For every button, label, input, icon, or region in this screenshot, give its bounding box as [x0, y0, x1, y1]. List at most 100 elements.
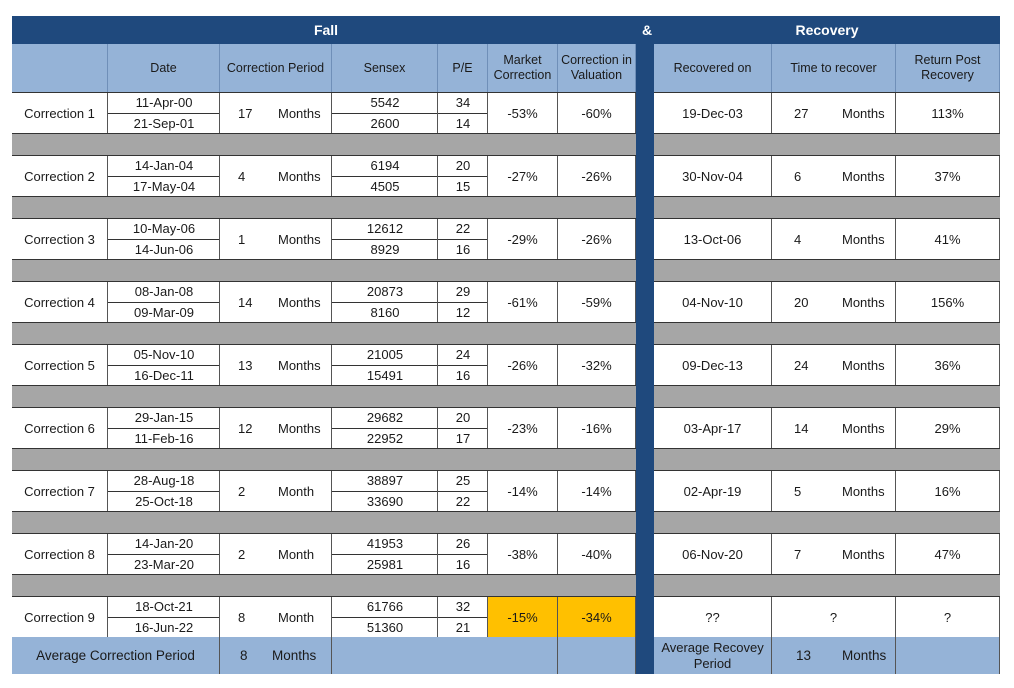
period-cell: 8 Month	[220, 596, 332, 638]
date-start: 18-Oct-21	[135, 599, 193, 614]
col-header-valuation-correction: Correction in Valuation	[558, 44, 636, 92]
row-top-border	[12, 281, 1000, 282]
time-unit: Months	[842, 168, 885, 184]
col-header-blank	[12, 44, 108, 92]
date-divider	[108, 113, 219, 114]
row-separator	[12, 575, 1000, 596]
sensex-end: 25981	[366, 557, 404, 572]
date-divider	[108, 365, 219, 366]
row-separator	[12, 512, 1000, 533]
title-bar	[12, 16, 1000, 44]
date-start: 14-Jan-04	[134, 158, 194, 173]
avg-recovery-number: 13	[796, 648, 812, 663]
time-number: 24	[794, 357, 809, 373]
time-unit: Months	[842, 105, 885, 121]
avg-correction-label: Average Correction Period	[12, 637, 220, 674]
date-divider	[108, 428, 219, 429]
market-correction-cell: -27%	[488, 155, 558, 197]
sensex-divider	[332, 491, 437, 492]
pe-divider	[438, 302, 487, 303]
date-end: 16-Jun-22	[134, 620, 194, 635]
time-to-recover-cell: 6 Months	[772, 155, 896, 197]
return-post-recovery-cell: 156%	[896, 281, 1000, 323]
period-cell: 17 Months	[220, 92, 332, 134]
period-number: 1	[238, 231, 246, 247]
col-header-correction-period: Correction Period	[220, 44, 332, 92]
sensex-divider	[332, 617, 437, 618]
col-header-market-correction: Market Correction	[488, 44, 558, 92]
period-cell: 4 Months	[220, 155, 332, 197]
pe-start: 29	[455, 284, 471, 299]
pe-end: 14	[455, 116, 471, 131]
return-post-recovery-cell: 29%	[896, 407, 1000, 449]
time-to-recover-cell: 5 Months	[772, 470, 896, 512]
period-number: 12	[238, 420, 253, 436]
sensex-end: 4505	[370, 179, 400, 194]
date-divider	[108, 302, 219, 303]
fall-title: Fall	[313, 21, 339, 38]
time-number: 27	[794, 105, 809, 121]
sensex-divider	[332, 239, 437, 240]
time-to-recover-cell: 7 Months	[772, 533, 896, 575]
row-bottom-border	[12, 259, 1000, 260]
sensex-start: 41953	[366, 536, 404, 551]
row-label: Correction 5	[12, 344, 108, 386]
period-cell: 12 Months	[220, 407, 332, 449]
col-header-time-to-recover: Time to recover	[772, 44, 896, 92]
period-number: 2	[238, 483, 246, 499]
time-unit: Months	[842, 546, 885, 562]
row-bottom-border	[12, 133, 1000, 134]
time-to-recover-cell: 4 Months	[772, 218, 896, 260]
period-number: 2	[238, 546, 246, 562]
date-start: 11-Apr-00	[135, 95, 193, 110]
time-unit: Months	[842, 483, 885, 499]
valuation-correction-cell: -34%	[558, 596, 636, 638]
sensex-end: 51360	[366, 620, 404, 635]
market-correction-cell: -61%	[488, 281, 558, 323]
time-to-recover-cell: ?	[772, 596, 896, 638]
pe-start: 34	[455, 95, 471, 110]
pe-divider	[438, 239, 487, 240]
recovered-on-cell: 02-Apr-19	[654, 470, 772, 512]
recovered-on-cell: ??	[654, 596, 772, 638]
pe-end: 16	[455, 557, 471, 572]
market-correction-cell: -53%	[488, 92, 558, 134]
row-bottom-border	[12, 511, 1000, 512]
row-top-border	[12, 533, 1000, 534]
row-label: Correction 1	[12, 92, 108, 134]
period-number: 14	[238, 294, 253, 310]
time-number: 4	[794, 231, 802, 247]
return-post-recovery-cell: 47%	[896, 533, 1000, 575]
sensex-start: 61766	[366, 599, 404, 614]
recovered-on-cell: 04-Nov-10	[654, 281, 772, 323]
col-header-return-post-recovery: Return Post Recovery	[896, 44, 1000, 92]
sensex-start: 12612	[366, 221, 404, 236]
date-end: 25-Oct-18	[135, 494, 193, 509]
sensex-start: 21005	[366, 347, 404, 362]
recovered-on-cell: 19-Dec-03	[654, 92, 772, 134]
row-bottom-border	[12, 574, 1000, 575]
avg-correction-unit: Months	[272, 648, 317, 663]
sensex-start: 5542	[370, 95, 400, 110]
time-unit: Months	[842, 420, 885, 436]
valuation-correction-cell: -40%	[558, 533, 636, 575]
date-end: 14-Jun-06	[134, 242, 194, 257]
date-end: 16-Dec-11	[134, 368, 194, 383]
sensex-end: 8160	[370, 305, 400, 320]
valuation-correction-cell: -26%	[558, 155, 636, 197]
row-bottom-border	[12, 448, 1000, 449]
row-top-border	[12, 92, 1000, 93]
sensex-start: 29682	[366, 410, 404, 425]
row-label: Correction 6	[12, 407, 108, 449]
row-top-border	[12, 596, 1000, 597]
period-cell: 14 Months	[220, 281, 332, 323]
period-unit: Month	[278, 546, 315, 562]
recovered-on-cell: 30-Nov-04	[654, 155, 772, 197]
recovered-on-cell: 09-Dec-13	[654, 344, 772, 386]
period-number: 17	[238, 105, 253, 121]
pe-divider	[438, 365, 487, 366]
pe-start: 20	[455, 158, 471, 173]
col-header-sensex: Sensex	[332, 44, 438, 92]
row-bottom-border	[12, 196, 1000, 197]
footer-blank-return	[896, 637, 1000, 674]
